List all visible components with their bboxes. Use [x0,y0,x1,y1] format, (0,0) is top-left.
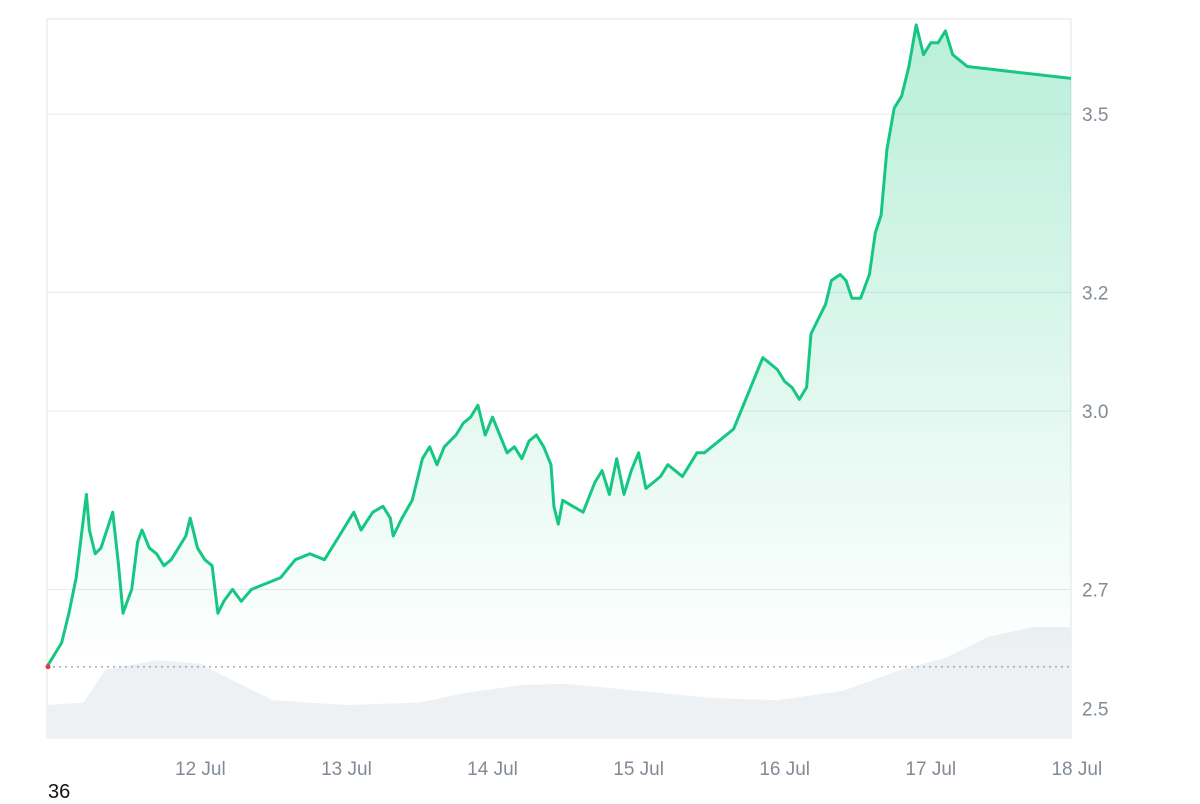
x-tick-label: 12 Jul [175,759,226,780]
volume-area [47,627,1071,738]
y-tick-label: 2.5 [1082,699,1108,720]
price-area-fill [47,24,1071,667]
corner-label: 36 [48,781,71,803]
y-tick-label: 2.7 [1082,580,1108,601]
x-tick-label: 15 Jul [613,759,664,780]
y-axis-ticks: 2.5 2.7 3.0 3.2 3.5 [1082,105,1108,720]
y-tick-label: 3.2 [1082,283,1108,304]
y-tick-label: 3.0 [1082,402,1108,423]
y-tick-label: 3.5 [1082,105,1108,126]
x-tick-label: 18 Jul [1051,759,1102,780]
x-axis-ticks: 12 Jul 13 Jul 14 Jul 15 Jul 16 Jul 17 Jul 18 J… [175,759,1102,780]
x-tick-label: 17 Jul [905,759,956,780]
start-point-marker [45,664,51,670]
x-tick-label: 16 Jul [759,759,810,780]
x-tick-label: 13 Jul [321,759,372,780]
x-tick-label: 14 Jul [467,759,518,780]
price-line [45,23,1072,668]
